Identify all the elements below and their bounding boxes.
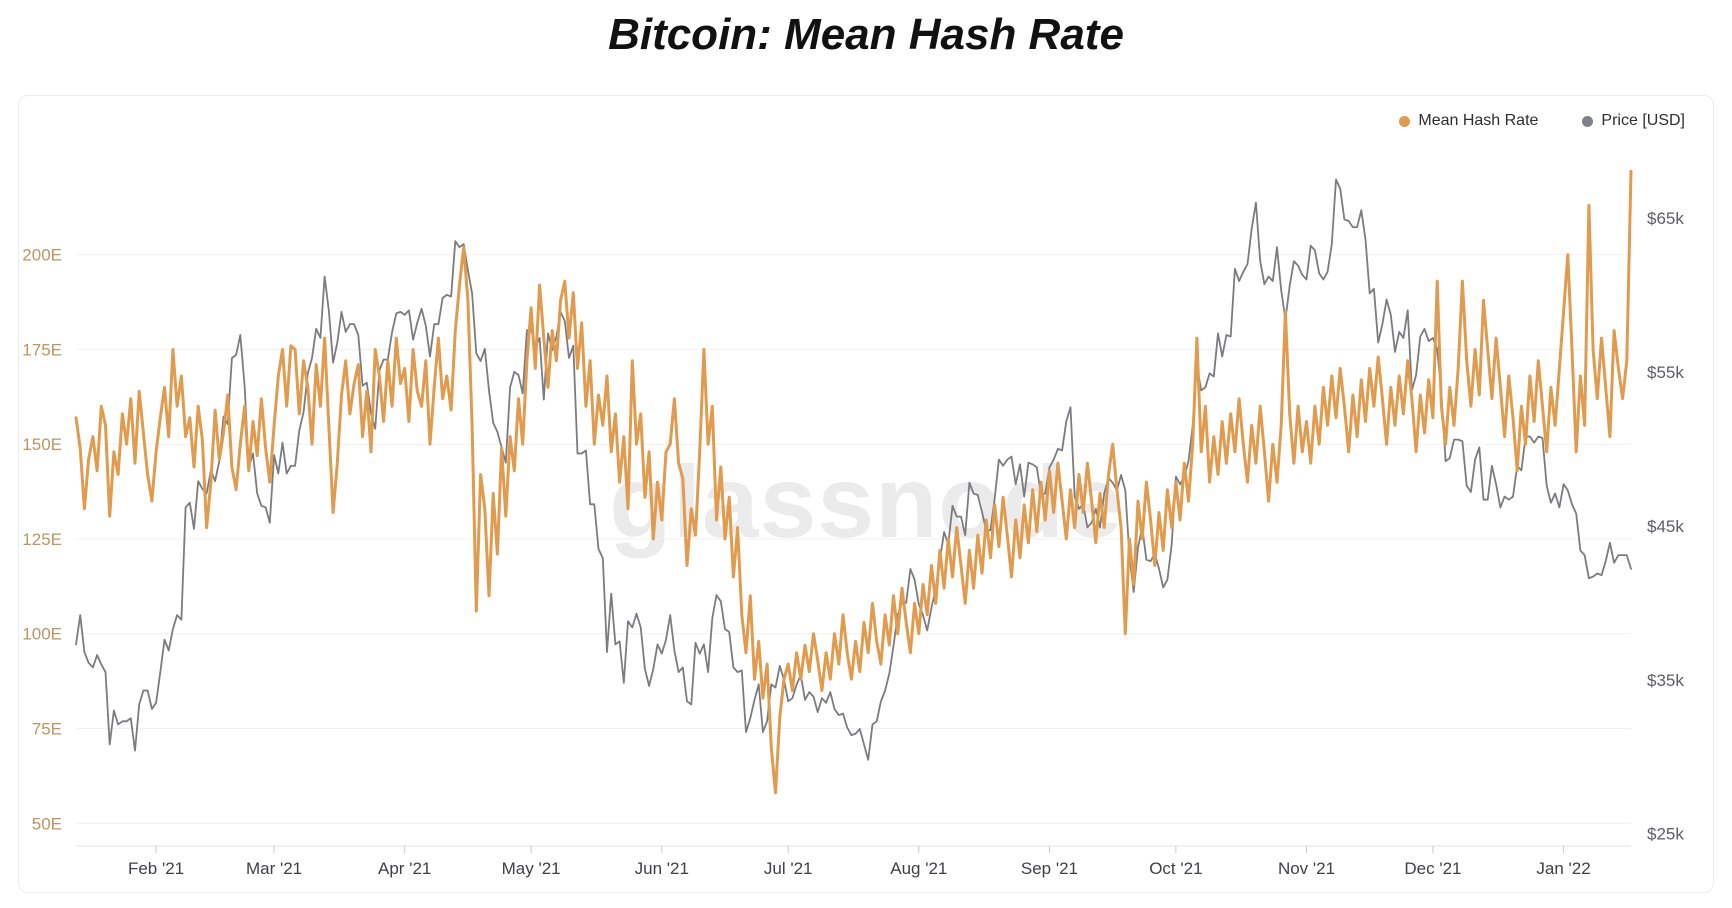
x-axis-tick-label: Jul '21 — [764, 859, 813, 878]
legend-label-price-usd: Price [USD] — [1601, 112, 1685, 129]
x-axis-tick-label: Apr '21 — [378, 859, 431, 878]
x-axis-tick-label: Jun '21 — [635, 859, 689, 878]
x-axis-tick-label: Dec '21 — [1404, 859, 1461, 878]
legend-dot-price-usd-icon — [1582, 115, 1594, 127]
y-axis-left-tick-label: 75E — [32, 720, 62, 739]
x-axis-tick-label: May '21 — [502, 859, 561, 878]
x-axis-tick-label: Nov '21 — [1278, 859, 1335, 878]
mean-hash-rate-line — [74, 169, 1633, 795]
y-axis-right-tick-label: $65k — [1647, 209, 1684, 228]
legend-item-mean-hash-rate[interactable]: Mean Hash Rate — [1399, 112, 1538, 130]
page-title: Bitcoin: Mean Hash Rate — [608, 10, 1124, 59]
y-axis-right-tick-label: $55k — [1647, 363, 1684, 382]
x-axis-tick-label: Mar '21 — [246, 859, 302, 878]
x-axis-tick-label: Feb '21 — [128, 859, 184, 878]
y-axis-right-tick-label: $25k — [1647, 825, 1684, 844]
y-axis-left-tick-label: 150E — [22, 435, 62, 454]
legend-dot-mean-hash-rate-icon — [1399, 115, 1411, 127]
chart-legend: Mean Hash Rate Price [USD] — [1399, 112, 1685, 130]
x-axis-tick-label: Jan '22 — [1536, 859, 1590, 878]
legend-label-mean-hash-rate: Mean Hash Rate — [1418, 112, 1539, 129]
y-axis-right-tick-label: $45k — [1647, 517, 1684, 536]
price-usd-line — [75, 178, 1632, 761]
y-axis-left-tick-label: 50E — [32, 814, 62, 833]
y-axis-left-tick-label: 175E — [22, 340, 62, 359]
chart-card: Mean Hash Rate Price [USD] glassnode 50E… — [18, 95, 1714, 893]
y-axis-right-tick-label: $35k — [1647, 671, 1684, 690]
legend-item-price-usd[interactable]: Price [USD] — [1582, 112, 1685, 130]
y-axis-left-tick-label: 200E — [22, 246, 62, 265]
chart-plot-area[interactable]: 50E 75E 100E 125E 150E 175E 200E $25k $35k $45k $5… — [19, 96, 1715, 894]
y-axis-left-tick-label: 125E — [22, 530, 62, 549]
x-axis-tick-label: Sep '21 — [1021, 859, 1078, 878]
y-axis-left-tick-label: 100E — [22, 625, 62, 644]
x-axis-tick-label: Aug '21 — [890, 859, 947, 878]
x-axis-tick-label: Oct '21 — [1149, 859, 1202, 878]
